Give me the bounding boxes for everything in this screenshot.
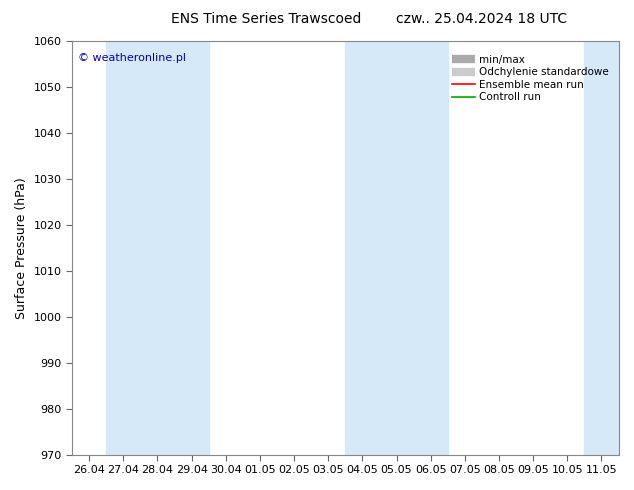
Bar (107, 41, 209, 455)
Bar (346, 41, 448, 455)
Text: ENS Time Series Trawscoed: ENS Time Series Trawscoed (171, 12, 361, 26)
Bar (585, 41, 634, 455)
Legend: min/max, Odchylenie standardowe, Ensemble mean run, Controll run: min/max, Odchylenie standardowe, Ensembl… (448, 50, 613, 106)
Text: czw.. 25.04.2024 18 UTC: czw.. 25.04.2024 18 UTC (396, 12, 567, 26)
Text: © weatheronline.pl: © weatheronline.pl (77, 53, 186, 64)
Y-axis label: Surface Pressure (hPa): Surface Pressure (hPa) (15, 177, 28, 318)
